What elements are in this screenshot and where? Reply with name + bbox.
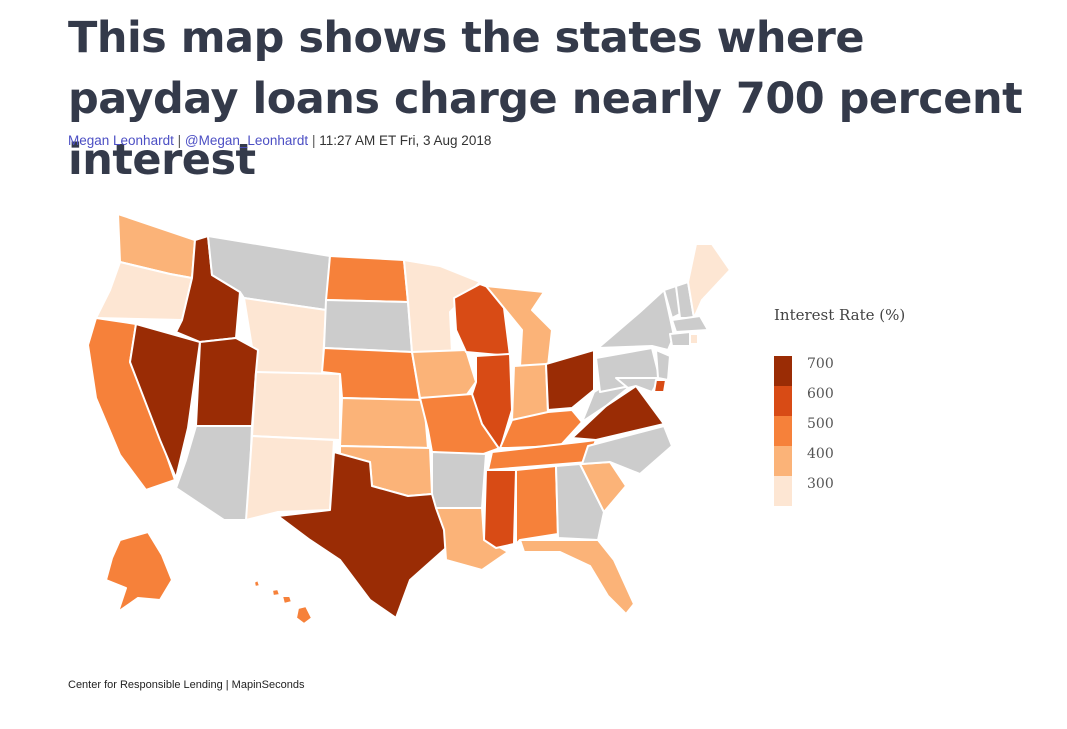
- legend-item-600: 600: [774, 386, 894, 416]
- legend-swatch: [774, 476, 792, 506]
- state-AR: [431, 451, 487, 509]
- state-WA: [117, 213, 196, 279]
- state-HI: [253, 579, 313, 625]
- state-KS: [339, 397, 429, 449]
- legend-swatch: [774, 356, 792, 386]
- state-OK: [339, 445, 433, 497]
- state-WI: [453, 283, 511, 357]
- state-OR: [95, 261, 193, 321]
- twitter-handle-link[interactable]: @Megan_Leonhardt: [184, 133, 309, 148]
- legend-item-300: 300: [774, 476, 894, 506]
- state-FL: [519, 539, 635, 615]
- state-TX: [277, 451, 447, 619]
- state-DE: [653, 379, 667, 393]
- state-SC: [579, 461, 627, 513]
- legend-swatch: [774, 416, 792, 446]
- state-NY: [597, 289, 675, 351]
- state-WV: [581, 377, 629, 423]
- legend-item-500: 500: [774, 416, 894, 446]
- legend-label: 500: [807, 416, 834, 432]
- state-AZ: [175, 425, 253, 521]
- state-VT: [663, 285, 681, 319]
- state-NM: [245, 435, 335, 521]
- state-NC: [581, 425, 673, 475]
- state-ND: [325, 255, 409, 303]
- state-MI: [485, 285, 553, 367]
- state-NJ: [655, 349, 671, 381]
- byline: Megan Leonhardt | @Megan_Leonhardt | 11:…: [68, 133, 491, 148]
- state-UT: [195, 337, 259, 427]
- legend-swatch: [774, 386, 792, 416]
- state-NV: [129, 323, 201, 479]
- state-PA: [595, 347, 661, 393]
- state-ID: [175, 235, 241, 343]
- state-MN: [403, 259, 481, 353]
- timestamp: 11:27 AM ET Fri, 3 Aug 2018: [319, 133, 492, 148]
- state-CT: [669, 331, 691, 347]
- state-NH: [675, 281, 695, 319]
- legend-item-700: 700: [774, 356, 894, 386]
- state-RI: [689, 333, 699, 345]
- legend-label: 400: [807, 446, 834, 462]
- byline-separator: |: [177, 133, 182, 148]
- state-TN: [487, 439, 597, 471]
- author-link[interactable]: Megan Leonhardt: [68, 133, 174, 148]
- state-GA: [555, 463, 605, 541]
- state-MD: [615, 377, 661, 393]
- legend-label: 600: [807, 386, 834, 402]
- state-MO: [419, 393, 501, 457]
- state-SD: [323, 299, 413, 353]
- state-ME: [687, 243, 731, 319]
- legend-title: Interest Rate (%): [774, 306, 906, 324]
- state-IA: [411, 349, 477, 399]
- state-CA: [87, 317, 176, 491]
- state-KY: [499, 409, 583, 449]
- state-VA: [571, 385, 665, 441]
- state-AL: [515, 465, 559, 545]
- byline-separator: |: [311, 133, 316, 148]
- state-NE: [321, 347, 421, 401]
- state-MS: [483, 469, 517, 549]
- legend-item-400: 400: [774, 446, 894, 476]
- source-credit: Center for Responsible Lending | MapinSe…: [68, 679, 305, 691]
- state-OH: [545, 349, 595, 411]
- state-IL: [471, 353, 513, 451]
- state-WY: [243, 297, 327, 379]
- legend-label: 700: [807, 356, 834, 372]
- state-LA: [435, 507, 509, 571]
- state-MA: [671, 315, 709, 333]
- state-AK: [105, 531, 173, 613]
- state-IN: [511, 363, 549, 421]
- legend-label: 300: [807, 476, 834, 492]
- headline: This map shows the states where payday l…: [68, 13, 1023, 185]
- state-MT: [207, 235, 331, 311]
- state-CO: [251, 371, 341, 441]
- legend-swatch: [774, 446, 792, 476]
